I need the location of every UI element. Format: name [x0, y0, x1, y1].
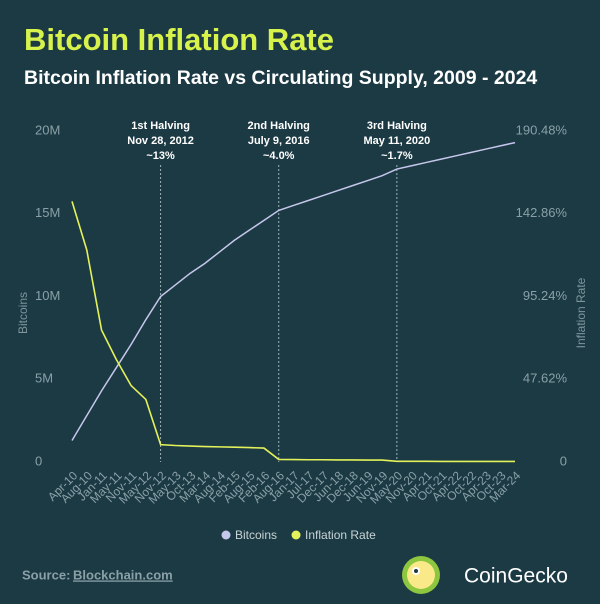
legend-swatch: [291, 530, 301, 540]
legend-swatch: [221, 530, 231, 540]
annotation-text: ~13%: [146, 150, 175, 162]
brand-logo: [402, 556, 440, 594]
annotation-text: 3rd Halving: [367, 120, 427, 132]
annotation-text: May 11, 2020: [364, 135, 431, 147]
annotation-text: ~4.0%: [263, 150, 295, 162]
annotation-text: Nov 28, 2012: [127, 135, 194, 147]
annotation-text: July 9, 2016: [248, 135, 310, 147]
source-label: Source:: [22, 567, 70, 582]
y-tick-label: 10M: [35, 288, 60, 303]
y-tick-label: 0: [35, 453, 42, 468]
y2-axis-label: Inflation Rate: [574, 277, 588, 348]
brand-name: CoinGecko: [464, 565, 568, 588]
annotation-text: 2nd Halving: [248, 120, 310, 132]
y2-tick-label: 0: [560, 453, 567, 468]
y-axis-label: Bitcoins: [16, 292, 30, 334]
series-line: [71, 141, 516, 441]
legend-label: Bitcoins: [235, 528, 277, 542]
y-tick-label: 15M: [35, 205, 60, 220]
series-line: [71, 201, 515, 463]
chart-subtitle: Bitcoin Inflation Rate vs Circulating Su…: [24, 67, 537, 89]
annotation-text: 1st Halving: [131, 120, 190, 132]
chart-title: Bitcoin Inflation Rate: [24, 22, 334, 57]
y-tick-label: 20M: [35, 122, 60, 137]
y2-tick-label: 190.48%: [516, 122, 568, 137]
annotation-text: ~1.7%: [381, 150, 413, 162]
legend-label: Inflation Rate: [305, 528, 376, 542]
y2-tick-label: 95.24%: [523, 288, 568, 303]
source-link[interactable]: Blockchain.com: [73, 567, 173, 582]
y2-tick-label: 47.62%: [523, 371, 568, 386]
y-tick-label: 5M: [35, 371, 53, 386]
y2-tick-label: 142.86%: [516, 205, 568, 220]
